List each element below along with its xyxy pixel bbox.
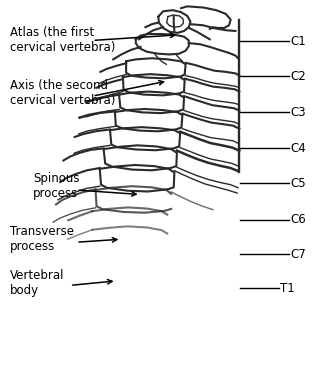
Text: T1: T1 [280,282,295,295]
Text: C5: C5 [290,177,306,190]
Text: C3: C3 [290,106,306,119]
Text: Transverse
process: Transverse process [10,225,74,253]
Text: C7: C7 [290,248,306,261]
Text: C2: C2 [290,70,306,83]
Text: C4: C4 [290,142,306,155]
Text: Spinous
process: Spinous process [33,172,79,200]
Text: Atlas (the first
cervical vertebra): Atlas (the first cervical vertebra) [10,27,116,54]
Text: Axis (the second
cervical vertebra): Axis (the second cervical vertebra) [10,79,116,108]
Text: C6: C6 [290,213,306,226]
Text: Vertebral
body: Vertebral body [10,269,65,297]
Text: C1: C1 [290,35,306,48]
